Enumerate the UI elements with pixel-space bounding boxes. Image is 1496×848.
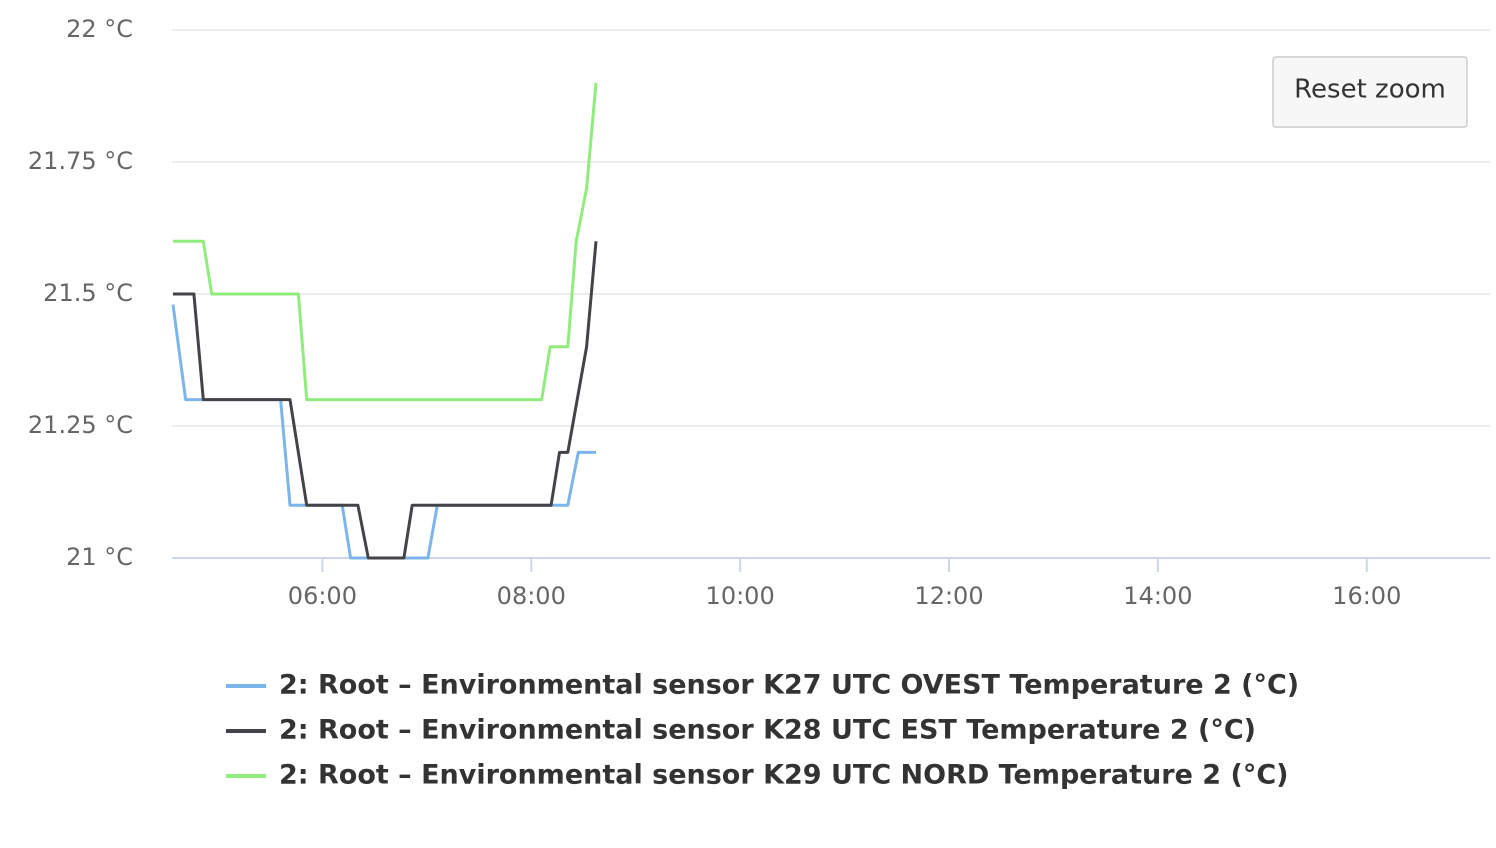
legend-item: 2: Root – Environmental sensor K29 UTC N… bbox=[226, 760, 1288, 791]
plot: 21 °C 21.25 °C 21.5 °C 21.75 °C 22 °C 06:00 08… bbox=[28, 15, 1490, 791]
x-tick-label: 16:00 bbox=[1332, 582, 1401, 610]
x-tick-label: 10:00 bbox=[706, 582, 775, 610]
x-tick-label: 06:00 bbox=[288, 582, 357, 610]
series-line bbox=[173, 241, 598, 560]
legend-label: 2: Root – Environmental sensor K27 UTC O… bbox=[279, 670, 1299, 701]
button-frame[interactable] bbox=[1272, 56, 1468, 128]
x-tick-label: 14:00 bbox=[1123, 582, 1192, 610]
series-line bbox=[171, 304, 596, 560]
legend-item: 2: Root – Environmental sensor K27 UTC O… bbox=[226, 670, 1299, 701]
legend-label: 2: Root – Environmental sensor K28 UTC E… bbox=[279, 715, 1256, 746]
x-tick-label: 12:00 bbox=[914, 582, 983, 610]
y-tick-label: 21.75 °C bbox=[28, 147, 133, 175]
reset-zoom-button[interactable]: Reset zoom bbox=[1272, 56, 1468, 128]
button-label[interactable]: Reset zoom bbox=[1294, 75, 1446, 105]
y-tick-label: 21.5 °C bbox=[43, 279, 133, 307]
y-tick-label: 22 °C bbox=[66, 15, 133, 43]
legend-item: 2: Root – Environmental sensor K28 UTC E… bbox=[226, 715, 1256, 746]
legend-label: 2: Root – Environmental sensor K29 UTC N… bbox=[279, 760, 1288, 791]
x-tick-label: 08:00 bbox=[497, 582, 566, 610]
series-line bbox=[173, 82, 598, 402]
y-tick-label: 21.25 °C bbox=[28, 411, 133, 439]
y-tick-label: 21 °C bbox=[66, 543, 133, 571]
